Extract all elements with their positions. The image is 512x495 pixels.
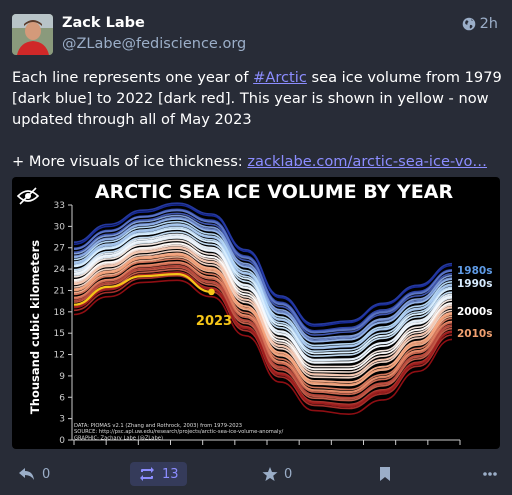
year-line-2001 <box>73 242 453 370</box>
avatar[interactable] <box>12 14 53 55</box>
chart-series <box>73 202 453 416</box>
source-line: DATA: PIOMAS v2.1 (Zhang and Rothrock, 2… <box>74 423 242 429</box>
bookmark-button[interactable] <box>374 462 396 486</box>
y-tick-label: 18 <box>54 308 66 318</box>
y-tick-label: 6 <box>59 393 65 403</box>
post-timestamp[interactable]: 2h <box>479 16 498 32</box>
y-tick-label: 3 <box>59 415 65 425</box>
year-line-1982 <box>73 212 453 336</box>
author-handle[interactable]: @ZLabe@fediscience.org <box>62 36 247 52</box>
year-line-2002 <box>73 239 453 368</box>
year-line-2022 <box>73 279 453 416</box>
year-line-2023 <box>73 272 212 306</box>
reblog-count: 13 <box>162 466 179 482</box>
chart-title: ARCTIC SEA ICE VOLUME BY YEAR <box>95 181 454 203</box>
year-line-1991 <box>73 220 453 347</box>
year-line-1980 <box>73 202 453 326</box>
bookmark-icon <box>380 467 390 481</box>
post-content: Each line represents one year of #Arctic… <box>12 67 502 172</box>
source-line: SOURCE: http://psc.apl.uw.edu/research/p… <box>74 429 284 435</box>
year-line-2003 <box>73 244 453 373</box>
year-line-2014 <box>73 262 453 396</box>
year-line-1995 <box>73 228 453 355</box>
reblog-icon <box>140 467 154 481</box>
sea-ice-volume-chart: ARCTIC SEA ICE VOLUME BY YEAR Thousand c… <box>16 181 493 446</box>
post-text: + More visuals of ice thickness: <box>12 153 248 170</box>
favourite-button[interactable]: 0 <box>258 462 296 486</box>
decade-label-2010s: 2010s <box>457 328 492 340</box>
y-tick-label: 21 <box>54 286 65 296</box>
media-attachment[interactable]: ARCTIC SEA ICE VOLUME BY YEAR Thousand c… <box>12 177 500 449</box>
year-line-2010 <box>73 254 453 386</box>
y-tick-label: 0 <box>59 436 65 446</box>
year-2023-endpoint <box>208 288 215 296</box>
year-line-2006 <box>73 246 453 376</box>
post-paragraph: + More visuals of ice thickness: zacklab… <box>12 151 502 172</box>
year-line-1987 <box>73 214 453 340</box>
post-text: Each line represents one year of <box>12 69 254 86</box>
more-options-button[interactable] <box>478 462 502 486</box>
hide-media-icon[interactable] <box>16 187 40 205</box>
hashtag-link[interactable]: #Arctic <box>253 69 307 86</box>
reply-button[interactable]: 0 <box>14 462 54 486</box>
reply-count: 0 <box>42 466 51 482</box>
author-display-name[interactable]: Zack Labe <box>62 15 145 31</box>
favourite-count: 0 <box>284 466 293 482</box>
y-tick-label: 9 <box>59 372 65 382</box>
external-link[interactable]: zacklabe.com/arctic-sea-ice-vo… <box>247 153 488 170</box>
reply-icon <box>19 468 34 480</box>
y-tick-label: 12 <box>54 351 65 361</box>
action-bar: 0 13 0 <box>0 458 512 490</box>
globe-icon <box>462 17 476 31</box>
reblog-button[interactable]: 13 <box>130 462 187 486</box>
year-line-1988 <box>73 217 453 343</box>
series-label-2023: 2023 <box>196 314 232 329</box>
decade-label-2000s: 2000s <box>457 306 492 318</box>
y-tick-label: 27 <box>54 244 65 254</box>
post-text: sea ice volume from 1979 [dark blue] to … <box>12 69 502 128</box>
year-line-1999 <box>73 236 453 364</box>
y-tick-label: 15 <box>54 329 65 339</box>
year-line-1998 <box>73 233 453 361</box>
year-line-1993 <box>73 231 453 358</box>
y-tick-label: 33 <box>54 201 65 211</box>
source-line: GRAPHIC: Zachary Labe (@ZLabe) <box>74 435 163 441</box>
year-line-2013 <box>73 258 453 391</box>
y-tick-label: 24 <box>54 265 66 275</box>
star-icon <box>262 467 278 481</box>
y-tick-label: 30 <box>54 222 66 232</box>
ellipsis-icon <box>483 472 497 476</box>
y-axis-label: Thousand cubic kilometers <box>28 240 42 414</box>
decade-label-1990s: 1990s <box>457 278 492 290</box>
year-line-2017 <box>73 264 453 399</box>
decade-label-1980s: 1980s <box>457 265 492 277</box>
chart-source: DATA: PIOMAS v2.1 (Zhang and Rothrock, 2… <box>74 423 284 441</box>
year-line-1984 <box>73 209 453 334</box>
post-meta: 2h <box>462 16 498 32</box>
chart-axes: 0 3 6 9 12 15 18 21 24 27 30 33 <box>54 201 461 446</box>
year-line-1992 <box>73 226 453 353</box>
avatar-image <box>12 14 53 55</box>
post-paragraph: Each line represents one year of #Arctic… <box>12 67 502 130</box>
year-line-2004 <box>73 249 453 379</box>
